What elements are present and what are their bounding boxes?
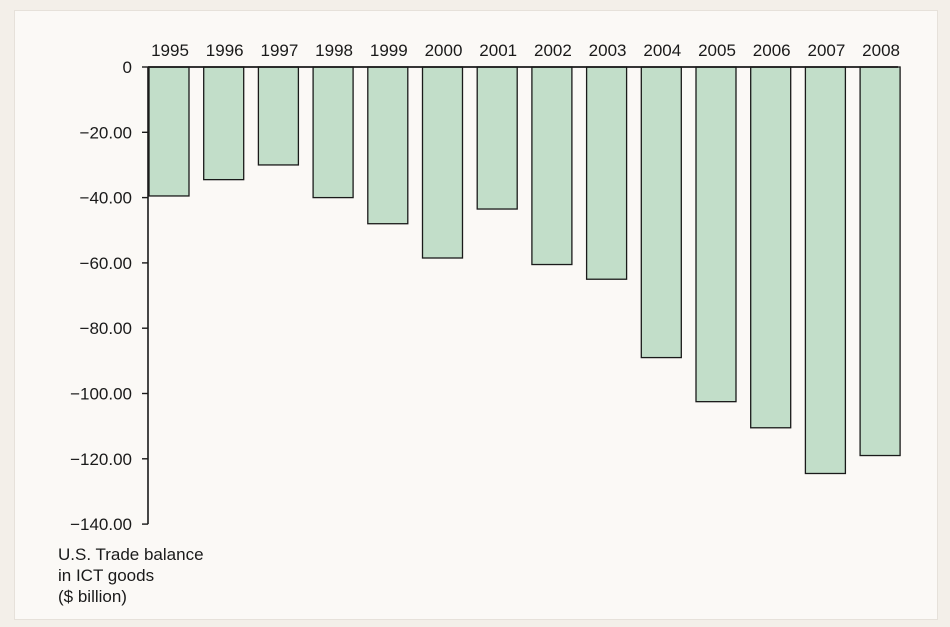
x-tick-label-2000: 2000: [425, 41, 463, 60]
bar-2004: [640, 66, 682, 359]
bar-1997: [257, 66, 300, 166]
bar-2008: [859, 66, 901, 457]
bar-2000: [421, 66, 464, 259]
bar-1998: [312, 66, 354, 199]
x-tick-label-2008: 2008: [862, 41, 900, 60]
y-tick-label: −80.00: [80, 319, 132, 338]
bar-1995: [148, 66, 190, 197]
y-tick-label: 0: [123, 58, 132, 77]
y-axis: 0 −20.00 −40.00 −60.00 −80.00 −100.00 −120.00 −…: [70, 58, 149, 534]
bar-2005: [695, 66, 737, 403]
y-axis-label-line: in ICT goods: [58, 566, 154, 585]
bar-1996: [203, 66, 245, 181]
bars: [148, 66, 901, 475]
x-tick-label-2004: 2004: [643, 41, 681, 60]
y-axis-label-line: U.S. Trade balance: [58, 545, 204, 564]
y-tick-label: −20.00: [80, 123, 132, 142]
x-tick-label-2003: 2003: [589, 41, 627, 60]
bar-2006: [750, 66, 792, 429]
y-tick-label: −140.00: [70, 515, 132, 534]
y-tick-label: −120.00: [70, 450, 132, 469]
y-axis-label: U.S. Trade balance in ICT goods ($ billion…: [58, 545, 204, 606]
y-tick-label: −60.00: [80, 254, 132, 273]
y-tick-label: −100.00: [70, 385, 132, 404]
x-tick-label-1998: 1998: [315, 41, 353, 60]
x-tick-label-1996: 1996: [206, 41, 244, 60]
x-tick-label-1997: 1997: [260, 41, 298, 60]
x-tick-label-1999: 1999: [370, 41, 408, 60]
y-tick-label: −40.00: [80, 189, 132, 208]
y-axis-label-line: ($ billion): [58, 587, 127, 606]
bar-2001: [476, 66, 518, 210]
bar-1999: [367, 66, 409, 225]
x-axis-labels: 1995 1996 1997 1998 1999 2000 2001 2002 2003 2004…: [151, 41, 900, 60]
x-tick-label-2002: 2002: [534, 41, 572, 60]
bar-2007: [804, 66, 847, 475]
bar-2002: [531, 66, 573, 266]
x-tick-label-1995: 1995: [151, 41, 189, 60]
x-tick-label-2001: 2001: [479, 41, 517, 60]
bar-2003: [585, 66, 628, 280]
x-tick-label-2006: 2006: [753, 41, 791, 60]
x-tick-label-2005: 2005: [698, 41, 736, 60]
x-tick-label-2007: 2007: [807, 41, 845, 60]
